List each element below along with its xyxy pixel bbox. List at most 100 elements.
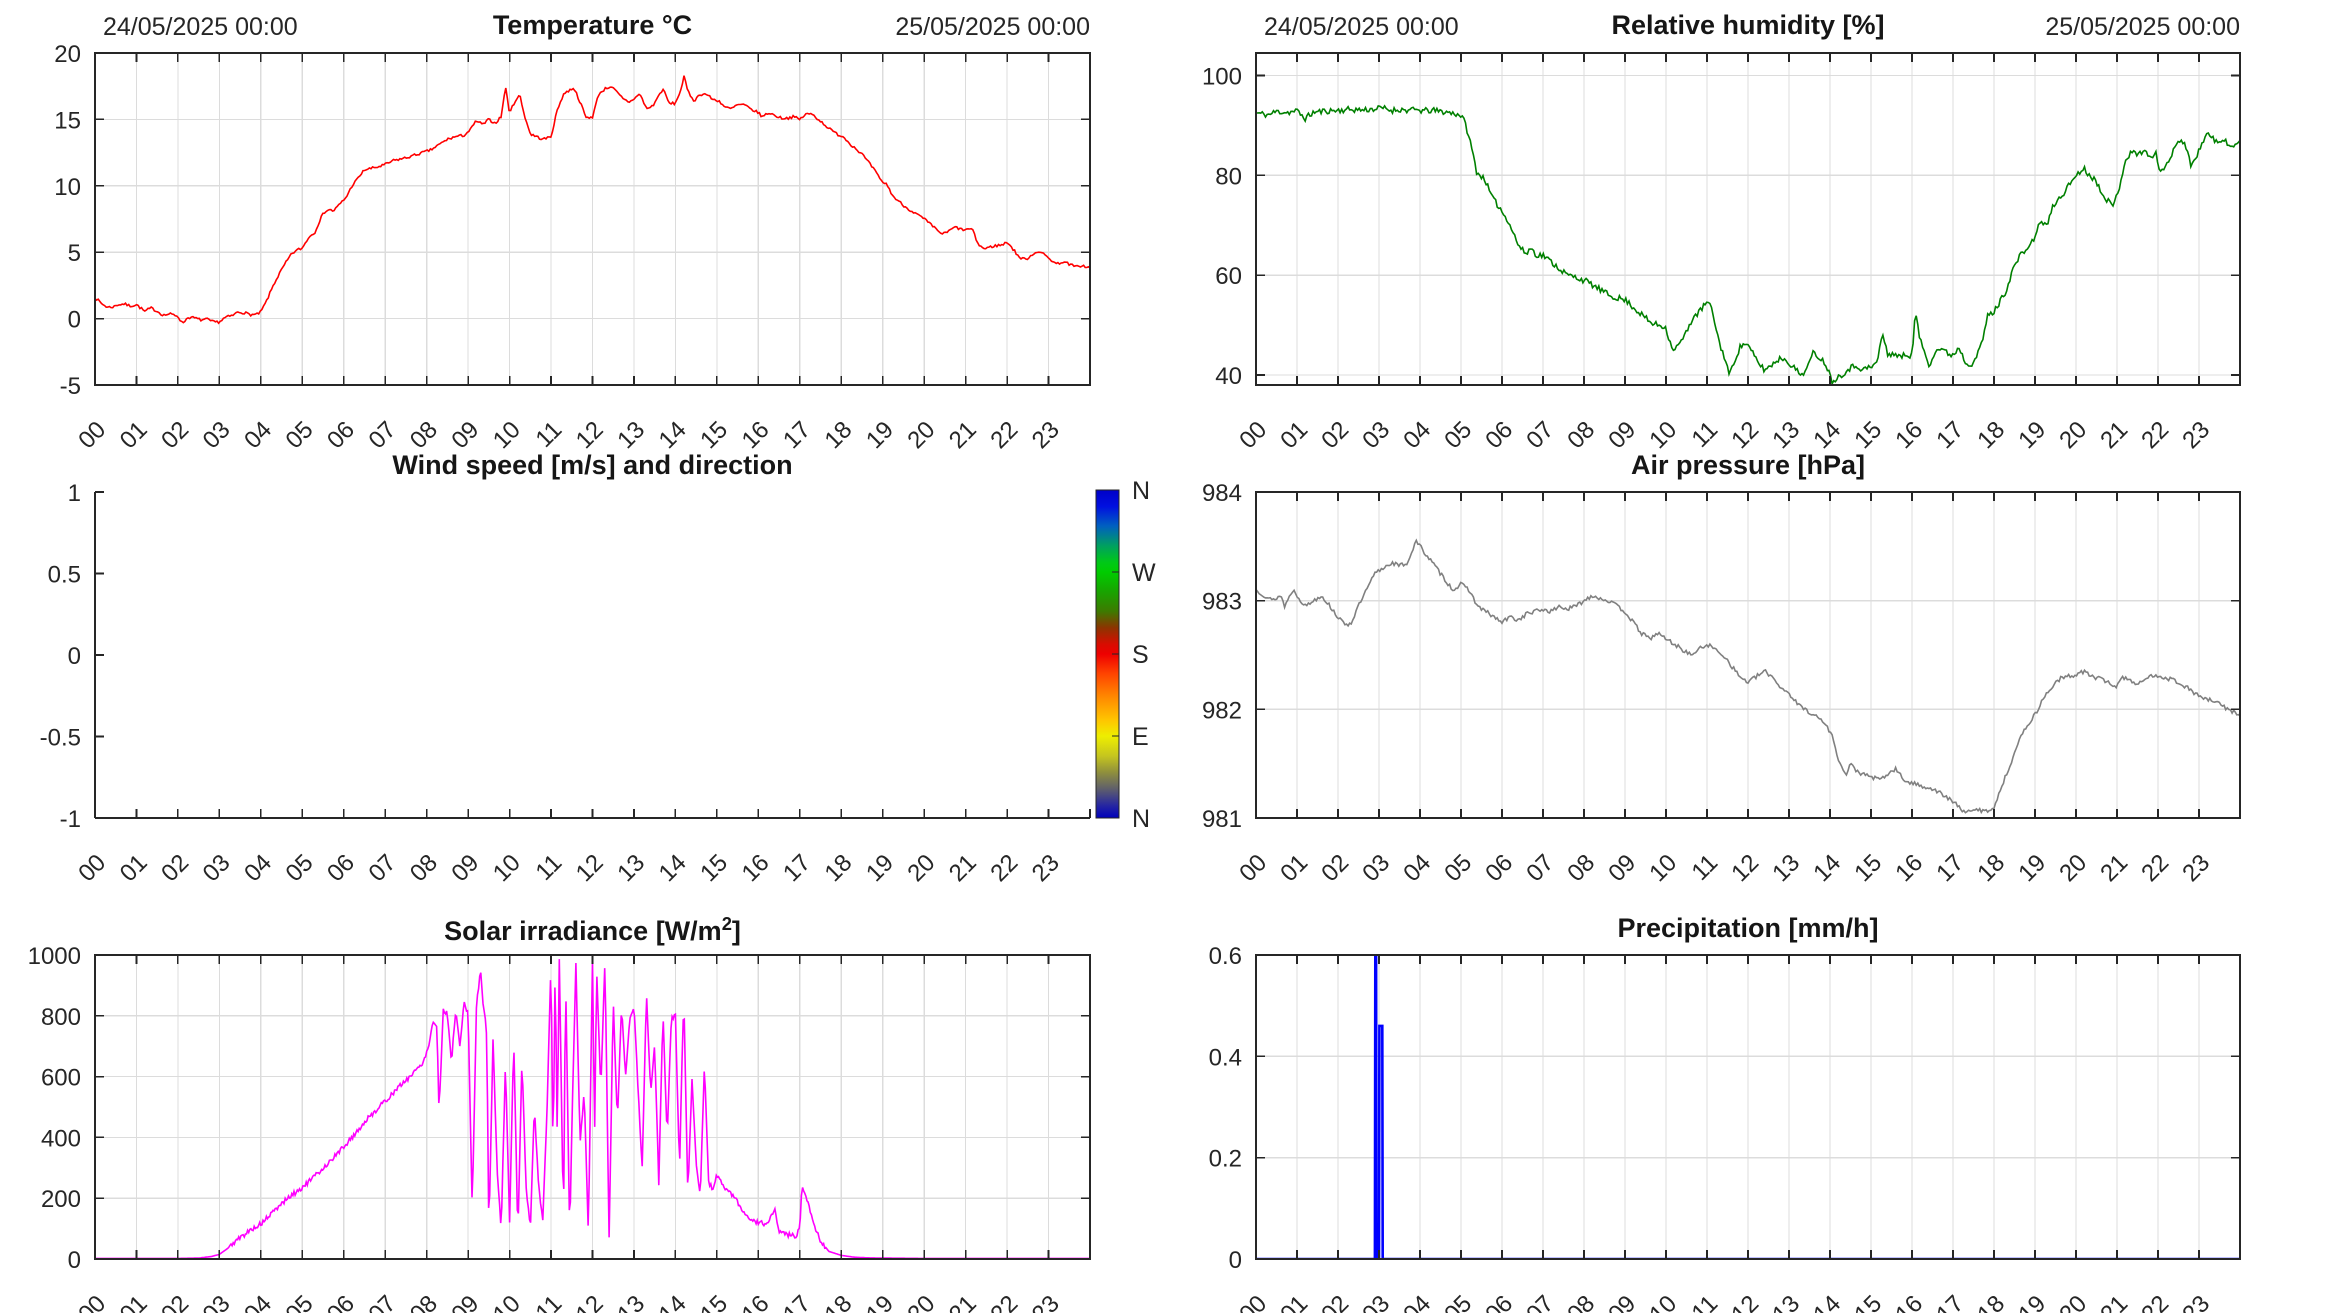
precipitation-y-tick-label: 0.6	[1209, 943, 1242, 970]
temperature-x-tick-label: 06	[322, 416, 360, 454]
precipitation-x-tick-label: 04	[1398, 1290, 1436, 1313]
wind-x-tick-label: 21	[944, 849, 982, 887]
precipitation-axes	[1255, 954, 2241, 1260]
temperature-x-tick-label: 15	[695, 416, 733, 454]
pressure-x-tick-labels: 00 01 02 03 04 05 06 07 08 09 10 11 12 13 14 15 16 17 18 19…	[1234, 849, 2215, 887]
temperature-series-line	[94, 75, 1091, 325]
humidity-x-tick-label: 12	[1726, 416, 1764, 454]
solar-x-tick-label: 17	[778, 1290, 816, 1313]
solar-x-tick-label: 10	[488, 1290, 526, 1313]
precipitation-y-tick-label: 0.2	[1209, 1146, 1242, 1173]
precipitation-x-tick-label: 09	[1603, 1290, 1641, 1313]
solar-x-tick-label: 22	[985, 1290, 1023, 1313]
pressure-x-tick-label: 00	[1234, 849, 1272, 887]
precipitation-x-tick-label: 18	[1972, 1290, 2010, 1313]
precipitation-x-tick-label: 10	[1644, 1290, 1682, 1313]
humidity-plot: 00 01 02 03 04 05 06 07 08 09 10 11 12 13 14 15 16 17 18 19…	[1202, 52, 2241, 454]
humidity-y-tick-labels: 40 60 80 100	[1202, 63, 1242, 390]
solar-x-tick-label: 19	[861, 1290, 899, 1313]
temperature-x-tick-label: 10	[488, 416, 526, 454]
pressure-plot: 00 01 02 03 04 05 06 07 08 09 10 11 12 13 14 15 16 17 18 19…	[1202, 480, 2241, 887]
pressure-x-tick-label: 02	[1316, 849, 1354, 887]
wind-x-tick-label: 06	[322, 849, 360, 887]
temperature-x-tick-labels: 00 01 02 03 04 05 06 07 08 09 10 11 12 13 14 15 16 17 18 19…	[73, 416, 1065, 454]
precipitation-x-tick-label: 13	[1767, 1290, 1805, 1313]
humidity-grid	[1256, 53, 2240, 385]
humidity-x-tick-label: 23	[2177, 416, 2215, 454]
temperature-x-tick-label: 02	[156, 416, 194, 454]
solar-x-tick-label: 01	[115, 1290, 153, 1313]
wind-x-tick-label: 08	[405, 849, 443, 887]
humidity-x-tick-label: 16	[1890, 416, 1928, 454]
wind-y-tick-label: 0.5	[48, 562, 81, 589]
pressure-y-tick-labels: 981 982 983 984	[1202, 480, 1242, 833]
solar-x-tick-label: 20	[902, 1290, 940, 1313]
solar-y-tick-label: 800	[41, 1004, 81, 1031]
wind-x-tick-label: 23	[1027, 849, 1065, 887]
solar-x-tick-label: 12	[571, 1290, 609, 1313]
humidity-x-tick-label: 07	[1521, 416, 1559, 454]
temperature-x-tick-label: 03	[198, 416, 236, 454]
wind-x-tick-label: 07	[363, 849, 401, 887]
precipitation-x-tick-label: 02	[1316, 1290, 1354, 1313]
pressure-series-line	[1255, 538, 2241, 815]
humidity-x-tick-label: 19	[2013, 416, 2051, 454]
pressure-y-tick-label: 984	[1202, 480, 1242, 507]
solar-y-tick-labels: 0 200 400 600 800 1000	[28, 943, 81, 1274]
solar-x-tick-label: 11	[531, 1290, 568, 1313]
temperature-x-tick-label: 11	[531, 416, 568, 453]
solar-y-tick-label: 200	[41, 1186, 81, 1213]
humidity-y-tick-label: 80	[1215, 163, 1242, 190]
pressure-x-tick-label: 21	[2095, 849, 2133, 887]
humidity-axes	[1255, 52, 2241, 386]
precipitation-x-tick-label: 00	[1234, 1290, 1272, 1313]
wind-x-tick-label: 11	[531, 849, 568, 886]
solar-axes	[94, 954, 1091, 1260]
wind-x-tick-label: 03	[198, 849, 236, 887]
pressure-y-tick-label: 983	[1202, 589, 1242, 616]
pressure-axes	[1255, 491, 2241, 819]
wind-x-tick-label: 05	[281, 849, 319, 887]
pressure-x-tick-label: 18	[1972, 849, 2010, 887]
humidity-x-tick-label: 18	[1972, 416, 2010, 454]
pressure-x-tick-label: 07	[1521, 849, 1559, 887]
humidity-x-tick-label: 00	[1234, 416, 1272, 454]
solar-x-tick-label: 09	[446, 1290, 484, 1313]
wind-axes	[94, 491, 1091, 819]
wind-y-tick-label: -0.5	[40, 725, 81, 752]
wind-y-tick-labels: -1 -0.5 0 0.5 1	[40, 480, 81, 833]
precipitation-x-tick-label: 21	[2095, 1290, 2133, 1313]
humidity-x-tick-label: 22	[2136, 416, 2174, 454]
precipitation-x-tick-label: 14	[1808, 1290, 1846, 1313]
wind-x-tick-label: 13	[612, 849, 650, 887]
humidity-x-tick-label: 05	[1439, 416, 1477, 454]
wind-x-tick-label: 09	[446, 849, 484, 887]
humidity-x-tick-labels: 00 01 02 03 04 05 06 07 08 09 10 11 12 13 14 15 16 17 18 19…	[1234, 416, 2215, 454]
precipitation-y-tick-label: 0	[1229, 1247, 1242, 1274]
temperature-x-tick-label: 19	[861, 416, 899, 454]
precipitation-x-tick-labels: 00 01 02 03 04 05 06 07 08 09 10 11 12 13 14 15 16 17 18 19…	[1234, 1290, 2215, 1313]
colorbar-label-s-2: S	[1132, 641, 1149, 669]
solar-x-tick-label: 02	[156, 1290, 194, 1313]
solar-x-tick-label: 00	[73, 1290, 111, 1313]
wind-x-tick-label: 19	[861, 849, 899, 887]
humidity-y-tick-label: 60	[1215, 263, 1242, 290]
wind-direction-colorbar: N W S E N	[1095, 477, 1156, 833]
pressure-x-tick-label: 13	[1767, 849, 1805, 887]
temperature-y-tick-label: -5	[60, 373, 81, 400]
temperature-y-tick-label: 20	[54, 41, 81, 68]
temperature-y-tick-label: 5	[68, 240, 81, 267]
humidity-y-tick-label: 100	[1202, 63, 1242, 90]
solar-x-tick-label: 08	[405, 1290, 443, 1313]
wind-x-tick-label: 00	[73, 849, 111, 887]
humidity-x-tick-label: 02	[1316, 416, 1354, 454]
wind-y-tick-label: 1	[68, 480, 81, 507]
colorbar-label-n-0: N	[1132, 477, 1150, 505]
solar-y-tick-label: 400	[41, 1125, 81, 1152]
solar-y-tick-label: 1000	[28, 943, 81, 970]
wind-plot: 00 01 02 03 04 05 06 07 08 09 10 11 12 13 14 15 16 17 18 19…	[40, 480, 1091, 887]
temperature-x-tick-label: 08	[405, 416, 443, 454]
wind-x-tick-label: 20	[902, 849, 940, 887]
wind-x-tick-label: 17	[778, 849, 816, 887]
